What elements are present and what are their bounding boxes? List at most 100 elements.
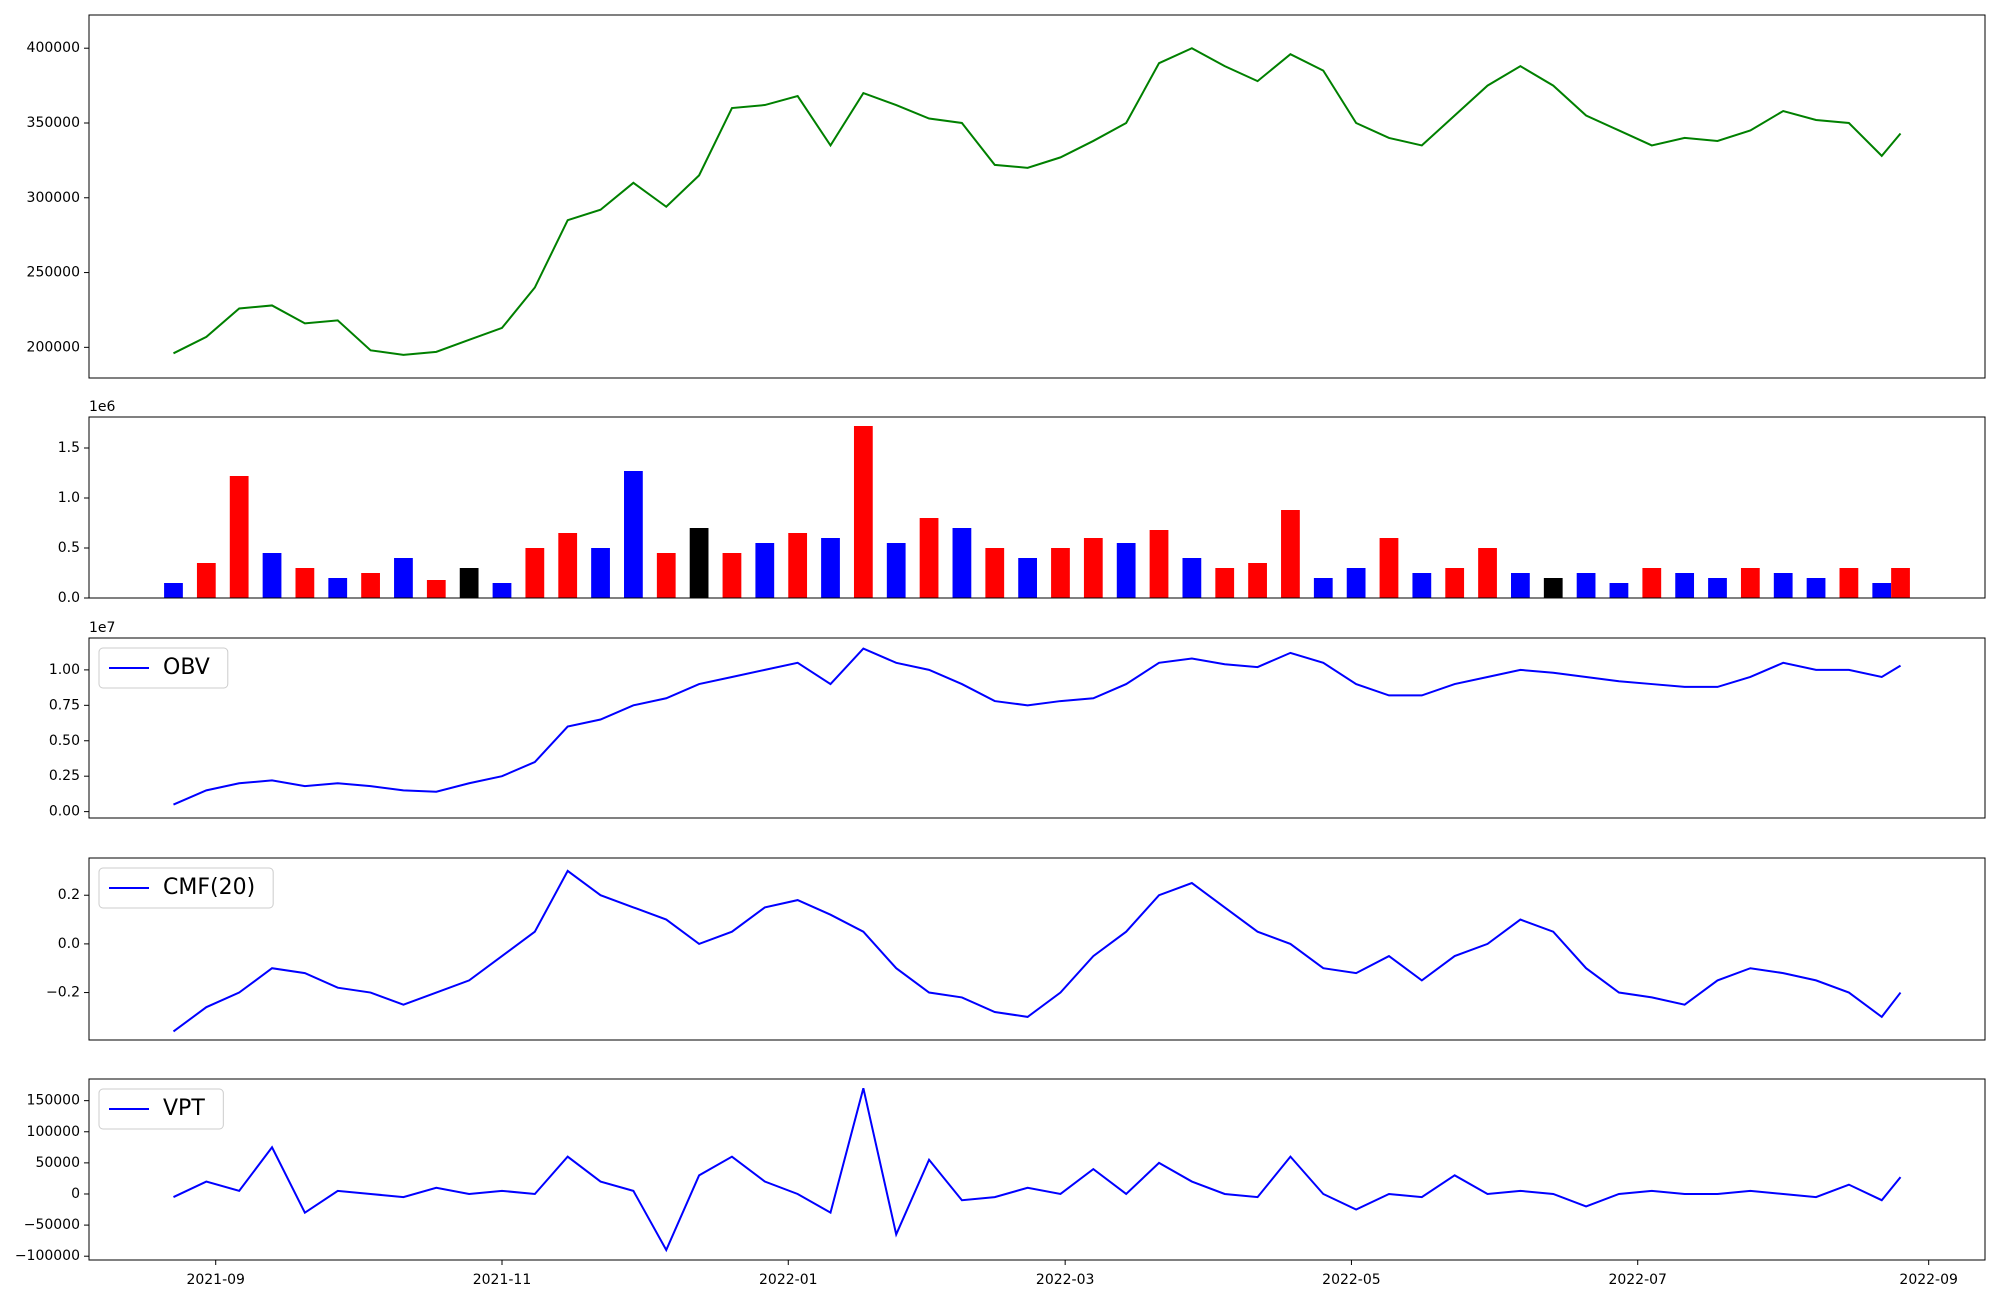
offset-label: 1e6 [89, 399, 116, 415]
volume-bar [1642, 568, 1662, 598]
x-tick-label: 2022-01 [759, 1272, 818, 1288]
volume-bar [361, 573, 380, 598]
volume-bar [1051, 548, 1070, 598]
x-tick-label: 2022-03 [1036, 1272, 1095, 1288]
y-tick-label: 1.0 [58, 490, 80, 506]
volume-bar [1281, 510, 1300, 598]
y-tick-label: −0.2 [46, 985, 80, 1001]
data-line [172, 869, 1902, 1033]
y-tick-label: 350000 [27, 115, 80, 131]
volume-bar [985, 548, 1005, 598]
data-line [173, 647, 1902, 806]
volume-bar [459, 568, 479, 598]
volume-bar [525, 548, 545, 598]
volume-bar [886, 543, 906, 598]
volume-bar [591, 548, 610, 598]
legend-label: VPT [163, 1096, 205, 1121]
x-tick-label: 2022-09 [1899, 1272, 1958, 1288]
volume-bar [1675, 573, 1695, 598]
x-tick-label: 2022-07 [1608, 1272, 1667, 1288]
volume-bar [196, 563, 216, 598]
volume-bar [229, 476, 249, 598]
axes-frame [88, 857, 1986, 1041]
legend-box [98, 1088, 224, 1130]
y-tick-label: 100000 [27, 1124, 80, 1140]
volume-bar [788, 533, 808, 598]
y-tick-label: 1.5 [58, 440, 80, 456]
volume-bar [394, 558, 413, 598]
volume-bar [1478, 548, 1497, 598]
volume-bar [1839, 568, 1859, 598]
volume-bar [1891, 568, 1910, 598]
y-tick-label: 1.00 [49, 662, 80, 678]
y-tick-label: 0.2 [58, 887, 80, 903]
y-tick-label: 250000 [27, 265, 80, 281]
volume-bar [262, 553, 282, 598]
data-line [173, 47, 1902, 356]
volume-bar [492, 583, 512, 598]
volume-bar [919, 518, 939, 598]
volume-bar [164, 583, 183, 598]
y-tick-label: 0 [71, 1186, 80, 1202]
volume-bar [952, 528, 972, 598]
y-tick-label: 300000 [27, 190, 80, 206]
axes-frame [88, 416, 1986, 599]
volume-bar [1412, 573, 1432, 598]
volume-bar [1576, 573, 1596, 598]
volume-bar [1379, 538, 1399, 598]
y-tick-label: −100000 [15, 1248, 80, 1264]
y-tick-label: 0.5 [58, 540, 80, 556]
axes-frame [88, 1078, 1986, 1261]
volume-bar [1018, 558, 1037, 598]
x-tick-label: 2021-09 [186, 1272, 245, 1288]
volume-bar [1609, 583, 1629, 598]
volume-bar [1116, 543, 1136, 598]
volume-bar [1806, 578, 1826, 598]
volume-bar [1445, 568, 1465, 598]
data-line [173, 1087, 1902, 1253]
legend-label: CMF(20) [163, 875, 255, 900]
axes-frame [88, 14, 1986, 379]
offset-label: 1e7 [89, 620, 115, 636]
legend-box [98, 647, 229, 689]
y-tick-label: 0.25 [49, 768, 80, 784]
y-tick-label: 400000 [27, 40, 80, 56]
volume-bar [1708, 578, 1727, 598]
y-tick-label: 0.75 [49, 697, 80, 713]
legend-label: OBV [163, 655, 210, 680]
volume-bar [1182, 558, 1202, 598]
x-tick-label: 2022-05 [1322, 1272, 1381, 1288]
y-tick-label: 200000 [27, 339, 80, 355]
volume-bar [1149, 530, 1169, 598]
volume-bar [624, 471, 643, 598]
axes-frame [88, 637, 1986, 819]
volume-bar [1740, 568, 1760, 598]
y-tick-label: 150000 [27, 1093, 80, 1109]
volume-bar [1215, 568, 1235, 598]
y-tick-label: 0.0 [58, 590, 80, 606]
y-tick-label: −50000 [24, 1217, 80, 1233]
volume-bar [689, 528, 709, 598]
volume-bar [1872, 583, 1892, 598]
volume-bar [1248, 563, 1267, 598]
volume-bar [1773, 573, 1793, 598]
volume-bar [1313, 578, 1333, 598]
volume-bar [558, 533, 578, 598]
volume-bar [853, 426, 873, 598]
y-tick-label: 0.00 [49, 804, 80, 820]
legend-box [98, 867, 274, 909]
volume-bar [1083, 538, 1103, 598]
volume-bar [1346, 568, 1366, 598]
volume-bar [656, 553, 676, 598]
y-tick-label: 0.50 [49, 733, 80, 749]
y-tick-label: 50000 [35, 1155, 80, 1171]
volume-bar [755, 543, 775, 598]
volume-bar [1511, 573, 1530, 598]
y-tick-label: 0.0 [58, 936, 80, 952]
volume-bar [328, 578, 348, 598]
volume-bar [821, 538, 840, 598]
volume-bar [1543, 578, 1563, 598]
volume-bar [722, 553, 742, 598]
x-tick-label: 2021-11 [473, 1272, 532, 1288]
